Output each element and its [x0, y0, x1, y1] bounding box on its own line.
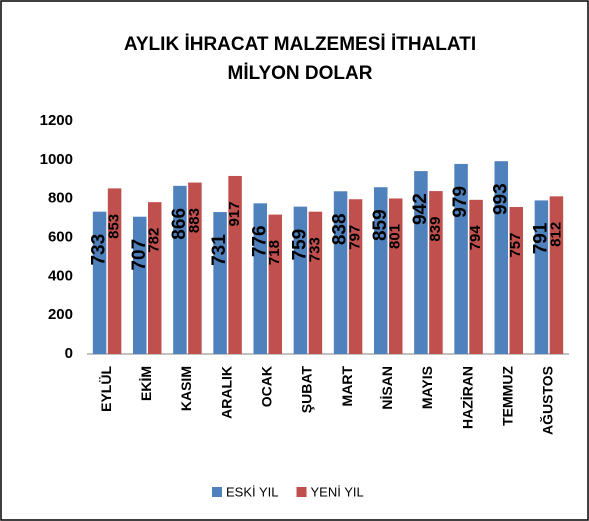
x-tick-label: KASIM [178, 366, 194, 411]
data-label: 707 [129, 239, 150, 271]
x-tick-label: EYLÜL [98, 366, 114, 412]
bar [188, 182, 202, 354]
bar [389, 198, 403, 354]
bar [293, 206, 308, 354]
bar [268, 214, 282, 354]
x-tick-label: EKİM [138, 366, 154, 401]
data-label: 733 [89, 234, 110, 266]
legend-label: YENİ YIL [311, 484, 364, 499]
bar [148, 202, 162, 354]
chart-title: AYLIK İHRACAT MALZEMESİ İTHALATI [124, 34, 476, 55]
chart-title: MİLYON DOLAR [228, 63, 373, 84]
y-tick-label: 400 [48, 267, 73, 284]
bar [374, 187, 388, 354]
y-tick-label: 800 [48, 190, 73, 207]
bar [107, 188, 122, 354]
data-label: 776 [249, 225, 270, 257]
data-label: 993 [490, 183, 511, 215]
x-tick-label: MAYIS [419, 366, 435, 409]
y-tick-label: 1200 [40, 112, 73, 129]
data-label: 859 [370, 209, 391, 241]
bar [494, 161, 508, 354]
data-label: 942 [410, 193, 431, 225]
legend-label: ESKİ YIL [226, 484, 279, 499]
bar [92, 211, 107, 354]
legend-swatch [212, 487, 222, 497]
bar [133, 216, 147, 354]
data-label: 801 [387, 224, 404, 249]
data-label: 731 [209, 234, 230, 266]
data-label: 883 [186, 208, 203, 233]
bar [454, 163, 468, 354]
y-tick-label: 0 [65, 345, 73, 362]
data-label: 866 [169, 208, 190, 240]
data-label: 839 [427, 217, 444, 242]
data-label: 791 [530, 222, 551, 254]
y-tick-label: 200 [48, 306, 73, 323]
data-label: 812 [547, 222, 564, 247]
data-label: 759 [289, 229, 310, 261]
data-label: 733 [306, 237, 323, 262]
x-tick-label: HAZİRAN [459, 366, 475, 429]
bar [509, 207, 523, 354]
legend-swatch [296, 487, 307, 497]
x-tick-label: ARALIK [218, 366, 234, 419]
data-label: 838 [330, 213, 351, 245]
bar [228, 175, 242, 354]
bar [549, 196, 564, 354]
y-tick-label: 600 [48, 228, 73, 245]
data-label: 718 [266, 240, 283, 265]
x-tick-label: NİSAN [379, 366, 395, 410]
bar [308, 211, 323, 354]
bar [173, 185, 187, 354]
data-label: 782 [146, 228, 163, 253]
data-label: 797 [347, 225, 364, 250]
bar [429, 191, 443, 354]
bar [213, 212, 227, 354]
y-tick-label: 1000 [40, 151, 73, 168]
x-tick-label: ŞUBAT [299, 366, 315, 414]
data-label: 853 [106, 214, 123, 239]
bar [414, 171, 428, 354]
bar [469, 199, 483, 354]
data-label: 979 [450, 186, 471, 218]
data-label: 917 [226, 201, 243, 226]
x-tick-label: MART [339, 366, 355, 407]
data-label: 794 [467, 225, 484, 251]
x-tick-label: TEMMUZ [499, 366, 515, 426]
bar [253, 203, 267, 354]
bar [333, 191, 348, 354]
bar [534, 200, 549, 354]
x-tick-label: AĞUSTOS [539, 366, 556, 435]
bar [348, 199, 363, 354]
data-label: 757 [507, 233, 524, 258]
x-tick-label: OCAK [258, 366, 274, 407]
